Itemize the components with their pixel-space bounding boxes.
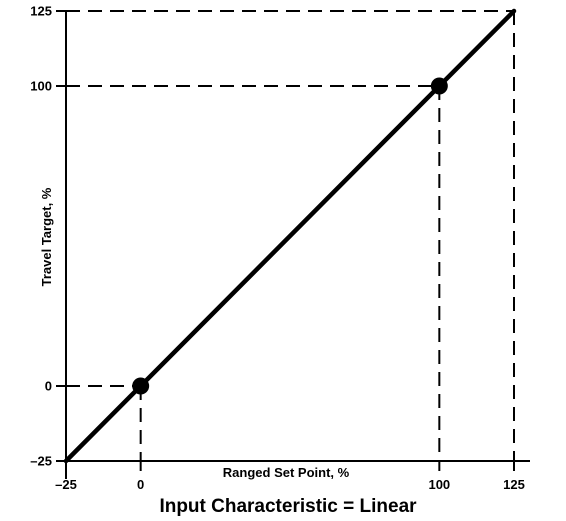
y-tick-label--25: –25 (30, 454, 52, 469)
x-tick-label-0: 0 (137, 477, 144, 492)
x-tick-label--25: –25 (55, 477, 77, 492)
reference-lines (66, 10, 515, 461)
y-axis-label: Travel Target, % (39, 187, 54, 286)
x-tick-label-100: 100 (428, 477, 450, 492)
chart-title: Input Characteristic = Linear (159, 496, 417, 517)
x-axis-label: Ranged Set Point, % (223, 465, 350, 480)
x-tick-label-125: 125 (503, 477, 525, 492)
data-series (63, 8, 517, 464)
marker-100-100 (430, 77, 448, 95)
y-tick-label-100: 100 (30, 79, 52, 94)
y-tick-label-0: 0 (45, 379, 52, 394)
chart-axes (56, 11, 530, 479)
y-tick-label-125: 125 (30, 4, 52, 19)
series-line-0 (63, 8, 517, 464)
marker-0-0 (132, 377, 150, 395)
tick-labels: –25 0 100 125 –25 0 100 125 (30, 4, 525, 493)
data-markers (132, 77, 448, 395)
